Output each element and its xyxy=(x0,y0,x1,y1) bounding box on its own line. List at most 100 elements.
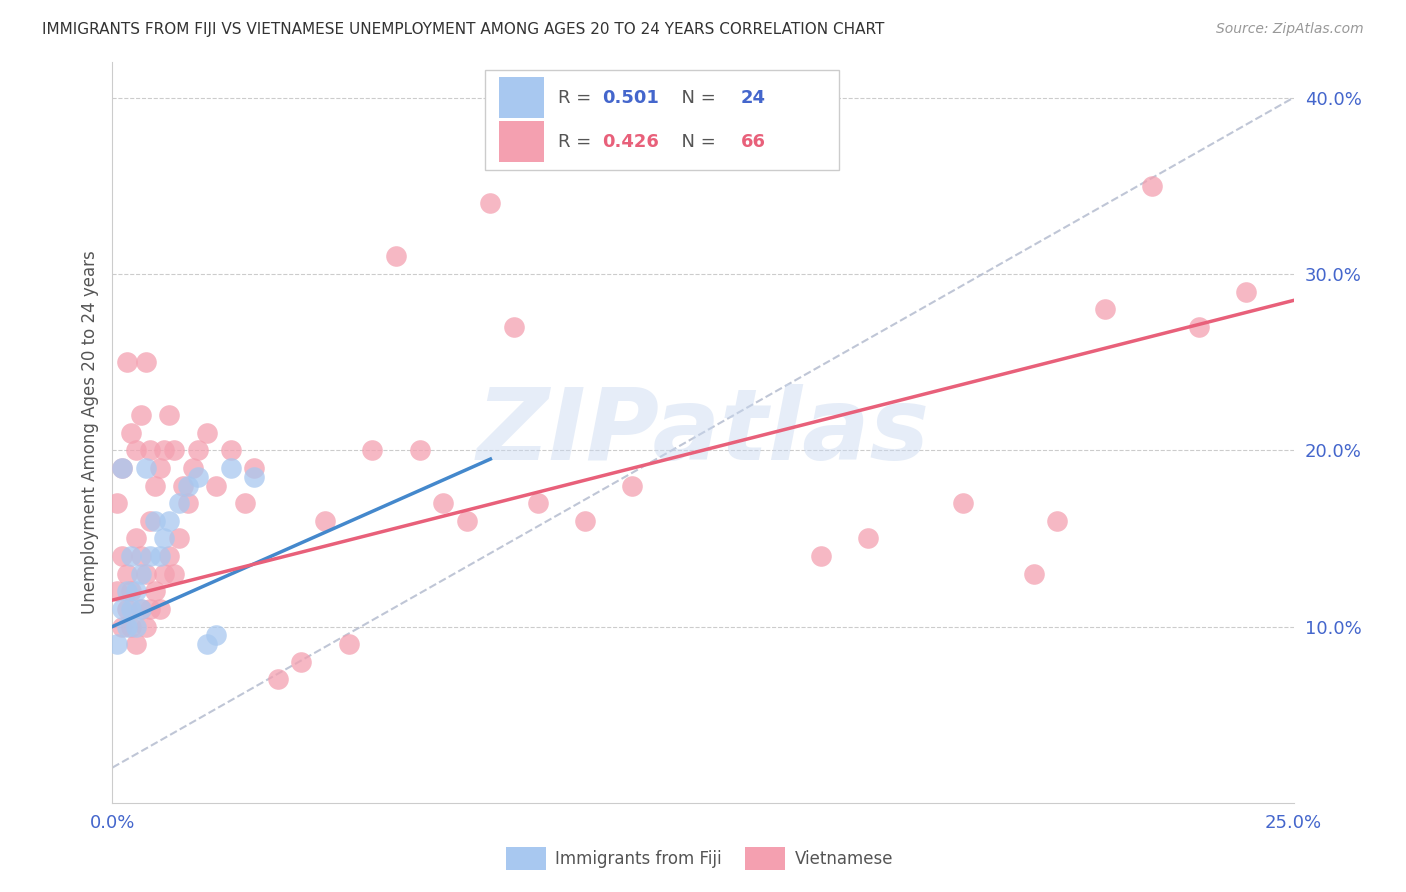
Point xyxy=(111,461,134,475)
Point xyxy=(163,443,186,458)
Point xyxy=(105,637,128,651)
Point xyxy=(385,249,408,263)
Point xyxy=(195,637,218,651)
Point xyxy=(153,532,176,546)
Point xyxy=(205,628,228,642)
Point xyxy=(149,602,172,616)
Text: R =: R = xyxy=(558,133,596,151)
Point xyxy=(129,408,152,422)
Point xyxy=(129,602,152,616)
Point xyxy=(167,532,190,546)
Point xyxy=(115,619,138,633)
Text: 66: 66 xyxy=(741,133,766,151)
Text: Source: ZipAtlas.com: Source: ZipAtlas.com xyxy=(1216,22,1364,37)
Point xyxy=(163,566,186,581)
Point xyxy=(181,461,204,475)
Point xyxy=(574,514,596,528)
Text: N =: N = xyxy=(669,133,721,151)
Point xyxy=(115,602,138,616)
Point xyxy=(167,496,190,510)
Point xyxy=(115,566,138,581)
FancyBboxPatch shape xyxy=(499,78,544,118)
Text: N =: N = xyxy=(669,89,721,107)
Point xyxy=(120,549,142,563)
Text: IMMIGRANTS FROM FIJI VS VIETNAMESE UNEMPLOYMENT AMONG AGES 20 TO 24 YEARS CORREL: IMMIGRANTS FROM FIJI VS VIETNAMESE UNEMP… xyxy=(42,22,884,37)
Point xyxy=(290,655,312,669)
Point xyxy=(120,584,142,599)
Point xyxy=(120,602,142,616)
Point xyxy=(219,461,242,475)
Point xyxy=(479,196,502,211)
Point xyxy=(129,566,152,581)
Point xyxy=(125,532,148,546)
Point xyxy=(219,443,242,458)
Point xyxy=(149,461,172,475)
Text: R =: R = xyxy=(558,89,596,107)
Point xyxy=(1094,302,1116,317)
Point xyxy=(1234,285,1257,299)
Point xyxy=(105,584,128,599)
Point xyxy=(115,584,138,599)
Text: Vietnamese: Vietnamese xyxy=(794,850,893,868)
Point xyxy=(111,549,134,563)
Point xyxy=(233,496,256,510)
Text: 0.501: 0.501 xyxy=(603,89,659,107)
Y-axis label: Unemployment Among Ages 20 to 24 years: Unemployment Among Ages 20 to 24 years xyxy=(80,251,98,615)
Text: 0.426: 0.426 xyxy=(603,133,659,151)
Point xyxy=(195,425,218,440)
Point xyxy=(157,549,180,563)
Point xyxy=(186,443,208,458)
Point xyxy=(858,532,880,546)
Point xyxy=(153,566,176,581)
Point xyxy=(456,514,478,528)
FancyBboxPatch shape xyxy=(485,70,839,169)
Point xyxy=(952,496,974,510)
Point xyxy=(157,514,180,528)
Point xyxy=(314,514,336,528)
Point xyxy=(135,461,157,475)
Point xyxy=(135,566,157,581)
Point xyxy=(157,408,180,422)
Point xyxy=(621,478,644,492)
Point xyxy=(115,355,138,369)
Point xyxy=(149,549,172,563)
Point xyxy=(177,496,200,510)
Point xyxy=(1046,514,1069,528)
Point xyxy=(111,619,134,633)
Point xyxy=(143,584,166,599)
Point xyxy=(143,514,166,528)
Point xyxy=(526,496,548,510)
Point xyxy=(186,469,208,483)
Point xyxy=(139,443,162,458)
Point xyxy=(129,549,152,563)
Point xyxy=(408,443,430,458)
Point xyxy=(432,496,454,510)
Point xyxy=(1188,319,1211,334)
Point xyxy=(143,478,166,492)
Point xyxy=(139,602,162,616)
Point xyxy=(111,461,134,475)
Text: ZIPatlas: ZIPatlas xyxy=(477,384,929,481)
Text: Immigrants from Fiji: Immigrants from Fiji xyxy=(555,850,723,868)
Point xyxy=(125,584,148,599)
Point xyxy=(810,549,832,563)
Point xyxy=(120,619,142,633)
Point xyxy=(267,673,290,687)
Point xyxy=(139,549,162,563)
Point xyxy=(135,619,157,633)
Point xyxy=(243,469,266,483)
Point xyxy=(337,637,360,651)
Point xyxy=(1140,178,1163,193)
Point xyxy=(153,443,176,458)
Point xyxy=(135,355,157,369)
Point xyxy=(177,478,200,492)
Point xyxy=(139,514,162,528)
FancyBboxPatch shape xyxy=(499,121,544,162)
Point xyxy=(129,602,152,616)
Point xyxy=(105,496,128,510)
Point xyxy=(1022,566,1045,581)
Point xyxy=(111,602,134,616)
Point xyxy=(125,637,148,651)
Point xyxy=(125,443,148,458)
Point xyxy=(205,478,228,492)
